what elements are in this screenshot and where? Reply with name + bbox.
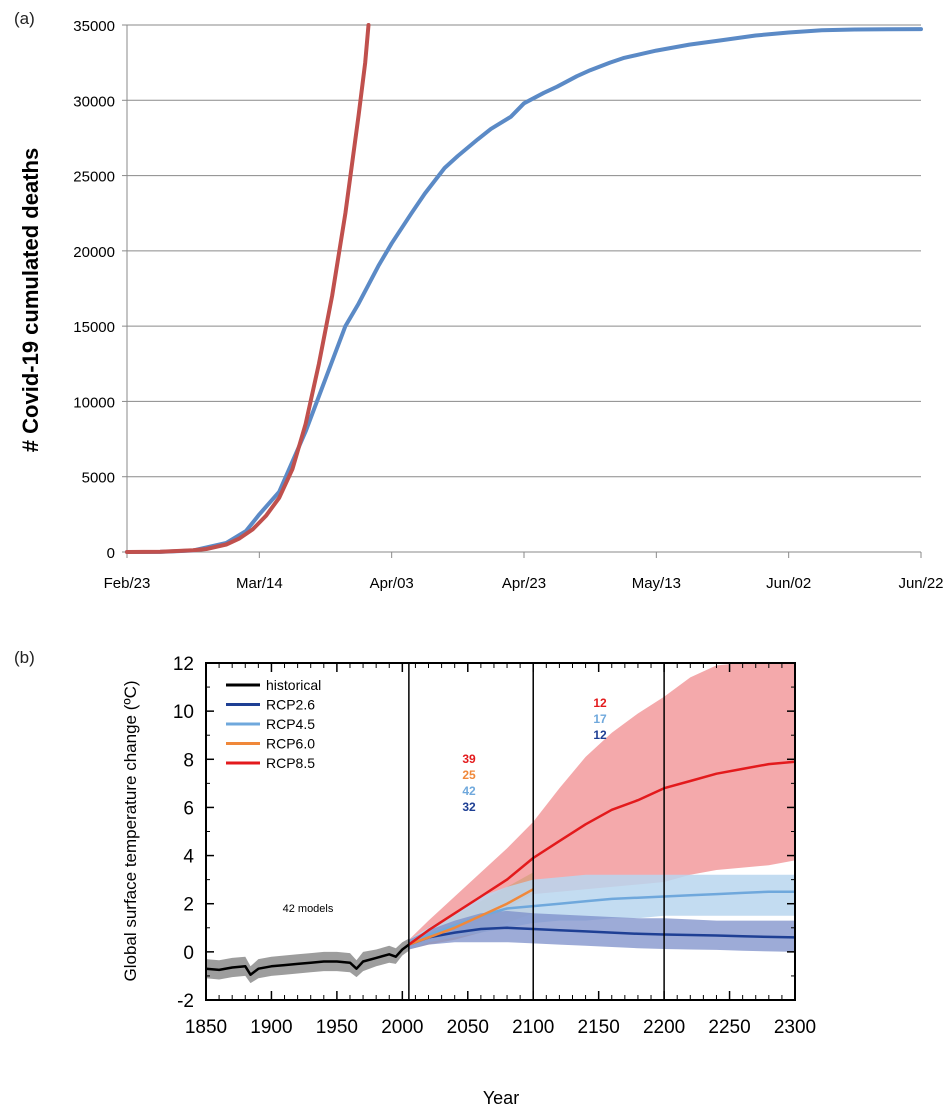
model-count-2300-rcp2-6: 12 [593,728,607,742]
panel-b-legend: historical RCP2.6 RCP4.5 RCP6.0 RCP8.5 [226,677,321,771]
series-line-exponential [125,23,371,554]
x-tick-label-apr-23: Apr/23 [502,575,546,592]
y-tick-label-25000: 25000 [73,169,115,186]
legend-label-rcp6-0: RCP6.0 [266,736,315,752]
x-tick-label-jun-22: Jun/22 [898,575,943,592]
panel-b: (b) -2 0 2 4 6 8 10 12 1850 1900 1950 2000 2050 2100 2… [14,648,816,1108]
panel-b-annotations: 42 models 39 25 42 32 12 17 12 [283,696,607,915]
model-count-2300-rcp8-5: 12 [593,696,607,710]
y-tick-label-30000: 30000 [73,93,115,110]
y-tick-label-8: 8 [183,750,194,771]
y-tick-label-12: 12 [173,654,194,675]
x-tick-label-2200: 2200 [643,1017,685,1038]
x-tick-label-2150: 2150 [578,1017,620,1038]
panel-b-axes: -2 0 2 4 6 8 10 12 1850 1900 1950 2000 2050 2100 2150 2… [173,654,816,1038]
legend-label-historical: historical [266,677,321,693]
model-count-2100-rcp4-5: 42 [462,784,476,798]
x-tick-label-may-13: May/13 [632,575,681,592]
panel-a-label: (a) [14,9,35,28]
annotation-model-count: 42 models [283,903,334,915]
y-tick-label-5000: 5000 [82,470,115,487]
band-rcp4-5 [408,874,795,950]
y-tick-label-10000: 10000 [73,394,115,411]
panel-b-x-axis-title: Year [483,1088,519,1108]
panel-b-period-dividers [408,663,665,1000]
legend-label-rcp4-5: RCP4.5 [266,716,315,732]
panel-b-series [206,760,795,976]
series-line-rcp6-0 [408,888,534,946]
series-line-rcp2-6 [408,926,795,946]
panel-a-y-axis-title: # Covid-19 cumulated deaths [18,148,43,452]
y-tick-label-4: 4 [183,847,194,868]
legend-label-rcp8-5: RCP8.5 [266,755,315,771]
panel-a-axes: 0 5000 10000 15000 20000 25000 30000 35000 Feb/2… [73,18,943,592]
series-line-historical [206,943,410,976]
y-tick-label-6: 6 [183,798,194,819]
series-line-observed [125,27,923,554]
panel-a-grid [127,24,921,478]
model-count-2100-rcp6-0: 25 [462,768,476,782]
panel-b-label: (b) [14,648,35,667]
y-tick-label-2: 2 [183,895,194,916]
x-tick-label-1900: 1900 [250,1017,292,1038]
model-count-2100-rcp8-5: 39 [462,752,476,766]
x-tick-label-2050: 2050 [447,1017,489,1038]
y-tick-label-20000: 20000 [73,244,115,261]
x-tick-label-apr-03: Apr/03 [370,575,414,592]
band-historical [206,938,409,984]
x-tick-label-mar-14: Mar/14 [236,575,283,592]
y-tick-label--2: -2 [177,991,194,1012]
series-line-rcp8-5 [408,760,795,946]
band-rcp8-5 [408,663,795,950]
y-tick-label-35000: 35000 [73,18,115,35]
x-tick-label-jun-02: Jun/02 [766,575,811,592]
y-tick-label-0: 0 [183,943,194,964]
y-tick-label-0: 0 [107,545,115,562]
panel-b-y-axis-title: Global surface temperature change (ºC) [121,680,140,981]
y-tick-label-15000: 15000 [73,319,115,336]
y-tick-label-10: 10 [173,702,194,723]
legend-label-rcp2-6: RCP2.6 [266,697,315,713]
x-tick-label-2250: 2250 [708,1017,750,1038]
x-tick-label-2300: 2300 [774,1017,816,1038]
x-tick-label-1850: 1850 [185,1017,227,1038]
x-tick-label-2100: 2100 [512,1017,554,1038]
x-tick-label-1950: 1950 [316,1017,358,1038]
panel-a-series [125,23,923,554]
x-tick-label-feb-23: Feb/23 [104,575,151,592]
panel-a: (a) 0 5000 10000 15000 20000 25000 30000 35000 F… [14,9,944,592]
model-count-2300-rcp4-5: 17 [593,712,607,726]
model-count-2100-rcp2-6: 32 [462,800,476,814]
x-tick-label-2000: 2000 [381,1017,423,1038]
